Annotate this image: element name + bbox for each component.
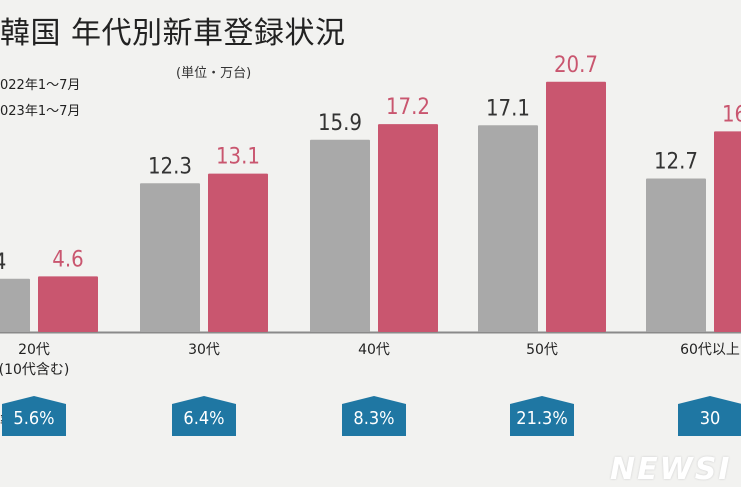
- growth-rate-value-2: 8.3%: [353, 408, 394, 429]
- value-label-2023-4: 16.6: [722, 102, 741, 127]
- bar-2023-0: [38, 276, 98, 332]
- category-label-3: 50代: [526, 342, 558, 358]
- category-label-0-line2: (10代含む): [0, 362, 69, 378]
- category-label-1: 30代: [188, 342, 220, 358]
- category-label-4: 60代以上: [680, 342, 740, 358]
- value-label-2023-3: 20.7: [554, 53, 598, 78]
- bar-2023-2: [378, 124, 438, 333]
- legend-label-2022: 022年1～7月: [0, 78, 81, 93]
- category-label-0: 20代: [18, 342, 50, 358]
- watermark: NEWSI: [610, 452, 732, 487]
- value-label-2022-1: 12.3: [148, 154, 192, 179]
- value-label-2023-2: 17.2: [386, 95, 430, 120]
- bar-2023-1: [208, 173, 268, 332]
- growth-rate-value-3: 21.3%: [516, 408, 567, 429]
- legend-label-2023: 023年1～7月: [0, 104, 81, 119]
- value-label-2022-2: 15.9: [318, 111, 362, 136]
- bar-2023-4: [714, 131, 741, 332]
- category-label-2: 40代: [358, 342, 390, 358]
- bar-2022-1: [140, 183, 200, 332]
- bar-2023-3: [546, 81, 606, 332]
- value-label-2023-0: 4.6: [52, 247, 83, 272]
- bar-2022-4: [646, 178, 706, 332]
- value-label-2023-1: 13.1: [216, 145, 260, 170]
- unit-label: (単位・万台): [176, 66, 252, 81]
- growth-rate-badge-0: [2, 396, 66, 436]
- legend-item-2022: 022年1～7月: [0, 74, 80, 93]
- legend-item-2023: 023年1～7月: [0, 100, 80, 119]
- value-label-2022-0: 4: [0, 250, 6, 275]
- growth-rate-badge-3: [510, 396, 574, 436]
- growth-rate-value-0: 5.6%: [13, 408, 54, 429]
- bar-2022-2: [310, 139, 370, 332]
- bar-2022-3: [478, 125, 538, 332]
- growth-rate-value-1: 6.4%: [183, 408, 224, 429]
- growth-rate-badge-1: [172, 396, 236, 436]
- chart-title: 韓国 年代別新車登録状況: [0, 16, 346, 51]
- growth-rate-value-4: 30: [700, 408, 721, 429]
- value-label-2022-3: 17.1: [486, 96, 530, 121]
- value-label-2022-4: 12.7: [654, 149, 698, 174]
- growth-rate-badge-2: [342, 396, 406, 436]
- growth-rate-badge-4: [678, 396, 741, 436]
- bar-2022-0: [0, 278, 30, 332]
